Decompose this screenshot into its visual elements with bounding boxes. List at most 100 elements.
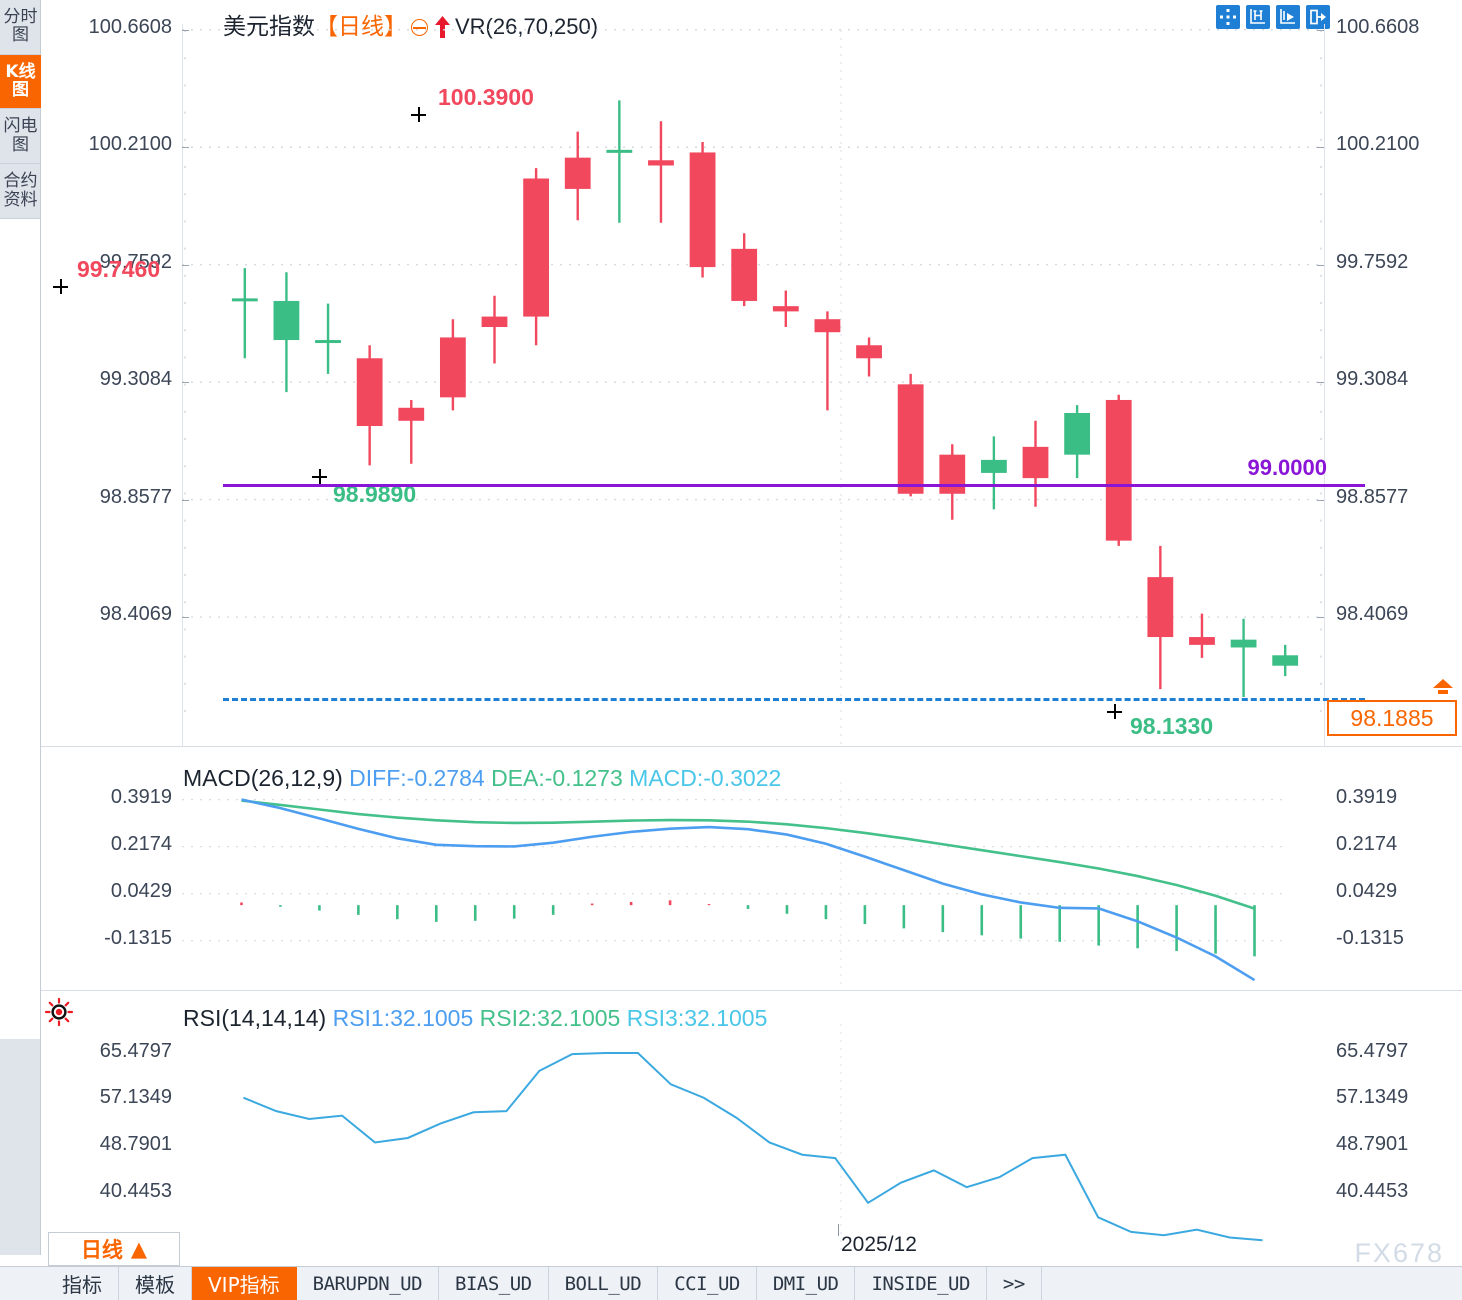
price-axis-label-left: 98.4069 xyxy=(99,603,172,625)
current-price-arrow-icon xyxy=(1432,679,1454,699)
price-axis-label-right: 100.2100 xyxy=(1336,133,1420,156)
bottom-bar-item[interactable]: >> xyxy=(987,1267,1042,1300)
macd-dea-value: DEA:-0.1273 xyxy=(491,765,623,791)
rsi-axis-label-right: 40.4453 xyxy=(1336,1179,1409,1202)
bottom-bar-item[interactable]: 模板 xyxy=(119,1267,192,1300)
left-sidebar: 分时图 K线图 闪电图 合约资料 xyxy=(0,0,41,1255)
sidebar-item-flash[interactable]: 闪电图 xyxy=(0,109,41,165)
symbol-name: 美元指数 xyxy=(223,14,315,40)
chart-main-area: 美元指数【日线】 VR(26,70,250) 100.6608 100. xyxy=(41,0,1462,1268)
rsi-axis-label-left: 48.7901 xyxy=(99,1132,172,1155)
rsi-axis-label-left: 65.4797 xyxy=(99,1039,172,1062)
current-price-line xyxy=(223,698,1365,701)
price-axis-tick xyxy=(1317,264,1324,266)
red-up-arrow-icon xyxy=(434,16,451,38)
price-axis-label-right: 99.7592 xyxy=(1336,250,1409,273)
sidebar-item-contract[interactable]: 合约资料 xyxy=(0,164,41,219)
bottom-indicator-bar: 指标 模板 VIP指标 BARUPDN_UD BIAS_UD BOLL_UD CCI_UD D… xyxy=(0,1266,1462,1300)
macd-title: MACD(26,12,9) xyxy=(183,765,343,791)
bottom-bar-item[interactable]: 指标 xyxy=(46,1267,119,1300)
bottom-bar-item[interactable]: INSIDE_UD xyxy=(855,1267,987,1300)
price-axis-label-left: 98.8577 xyxy=(99,485,172,508)
price-axis-tick xyxy=(1317,499,1324,501)
settings-sun-icon[interactable] xyxy=(44,997,74,1027)
price-axis-tick xyxy=(1317,382,1324,384)
rsi-axis-label-right: 48.7901 xyxy=(1336,1132,1409,1155)
watermark: FX678 xyxy=(1354,1238,1444,1268)
support-line xyxy=(223,484,1365,487)
rsi-title: RSI(14,14,14) xyxy=(183,1005,327,1031)
rsi-axis-label-right: 65.4797 xyxy=(1336,1039,1409,1062)
bottom-bar-item[interactable]: CCI_UD xyxy=(658,1267,757,1300)
low-price-annotation-2: 98.1330 xyxy=(1130,713,1214,739)
price-axis-label-right: 98.4069 xyxy=(1336,603,1409,625)
price-chart-canvas[interactable] xyxy=(41,0,1462,746)
support-line-label: 99.0000 xyxy=(1247,455,1327,480)
price-axis-tick xyxy=(182,382,189,384)
high-price-annotation-2: 99.7460 xyxy=(77,256,161,282)
macd-title-row: MACD(26,12,9) DIFF:-0.2784 DEA:-0.1273 M… xyxy=(183,765,781,792)
price-axis-tick xyxy=(1317,147,1324,149)
period-button-label: 日线 xyxy=(80,1238,123,1262)
price-axis-label-left: 99.7592 xyxy=(99,250,172,273)
bottom-bar-item[interactable]: VIP指标 xyxy=(192,1267,297,1300)
macd-chart-canvas[interactable] xyxy=(41,746,1462,990)
price-axis-label-right: 99.3084 xyxy=(1336,368,1409,391)
low-cross-marker xyxy=(312,469,327,484)
price-axis-label-right: 98.8577 xyxy=(1336,485,1409,508)
sidebar-item-kline[interactable]: K线图 xyxy=(0,54,41,110)
rsi-axis-label-right: 57.1349 xyxy=(1336,1086,1409,1109)
rsi-chart-canvas[interactable] xyxy=(41,990,1462,1255)
macd-axis-label-left: -0.1315 xyxy=(104,926,172,949)
macd-axis-label-left: 0.3919 xyxy=(110,785,172,808)
measure-tool-icon[interactable] xyxy=(1246,5,1270,29)
current-price-tag: 98.1885 xyxy=(1327,700,1457,736)
rsi1-value: RSI1:32.1005 xyxy=(332,1005,474,1031)
chart-header: 美元指数【日线】 VR(26,70,250) xyxy=(223,7,598,41)
price-axis-tick xyxy=(182,499,189,501)
trendline-tool-icon[interactable] xyxy=(1276,5,1300,29)
macd-axis-label-right: 0.0429 xyxy=(1336,879,1398,902)
high-price-annotation: 100.3900 xyxy=(438,84,534,110)
rsi-title-row: RSI(14,14,14) RSI1:32.1005 RSI2:32.1005 … xyxy=(183,1005,767,1032)
rsi-axis-label-left: 40.4453 xyxy=(99,1179,172,1202)
circle-minus-icon[interactable] xyxy=(411,19,428,36)
period-selector-button[interactable]: 日线 ▲ xyxy=(48,1232,180,1266)
exit-tool-icon[interactable] xyxy=(1306,5,1330,29)
chart-toolbar xyxy=(1216,5,1330,29)
macd-axis-label-right: 0.3919 xyxy=(1336,785,1398,808)
price-axis-label-right: 100.6608 xyxy=(1336,15,1420,38)
bottom-bar-item[interactable]: DMI_UD xyxy=(757,1267,856,1300)
date-axis-tick xyxy=(838,1224,839,1236)
price-axis-tick xyxy=(182,147,189,149)
high-cross-marker-2 xyxy=(53,279,68,294)
price-axis-tick xyxy=(182,264,189,266)
price-axis-tick xyxy=(182,617,189,618)
bottom-bar-item[interactable]: BOLL_UD xyxy=(549,1267,659,1300)
low-cross-marker-2 xyxy=(1107,704,1122,719)
high-cross-marker xyxy=(411,107,426,122)
date-axis-label: 2025/12 xyxy=(841,1233,917,1256)
period-label: 【日线】 xyxy=(315,14,407,40)
price-axis-label-left: 100.6608 xyxy=(88,15,172,38)
price-axis-tick xyxy=(1317,29,1324,31)
crosshair-tool-icon[interactable] xyxy=(1216,5,1240,29)
sidebar-filler xyxy=(0,218,40,1039)
price-axis-tick xyxy=(182,29,189,31)
sidebar-item-timeshare[interactable]: 分时图 xyxy=(0,0,41,55)
price-axis-tick xyxy=(1317,617,1324,618)
vr-indicator-label: VR(26,70,250) xyxy=(455,14,599,39)
macd-axis-label-right: 0.2174 xyxy=(1336,832,1398,855)
rsi2-value: RSI2:32.1005 xyxy=(479,1005,621,1031)
price-axis-label-left: 100.2100 xyxy=(88,133,172,156)
macd-macd-value: MACD:-0.3022 xyxy=(629,765,782,791)
rsi3-value: RSI3:32.1005 xyxy=(626,1005,768,1031)
macd-axis-label-left: 0.2174 xyxy=(110,832,172,855)
bottom-bar-item[interactable]: BIAS_UD xyxy=(439,1267,549,1300)
period-up-arrow-icon: ▲ xyxy=(130,1237,148,1261)
price-axis-label-left: 99.3084 xyxy=(99,368,172,391)
rsi-axis-label-left: 57.1349 xyxy=(99,1086,172,1109)
bottom-bar-item[interactable]: BARUPDN_UD xyxy=(297,1267,440,1300)
macd-diff-value: DIFF:-0.2784 xyxy=(349,765,485,791)
